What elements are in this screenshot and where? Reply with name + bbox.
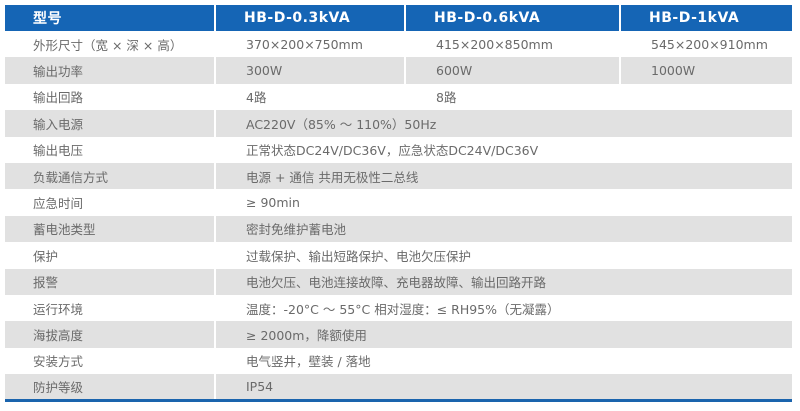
- row-value: ≥ 90min: [214, 189, 792, 216]
- row-value: 545×200×910mm: [619, 31, 792, 58]
- row-label: 安装方式: [33, 354, 84, 370]
- row-label: 防护等级: [5, 374, 215, 401]
- row-label: 外形尺寸（宽 × 深 × 高）: [33, 37, 183, 53]
- header-row: 型号 HB-D-0.3kVA HB-D-0.6kVA HB-D-1kVA: [5, 5, 792, 31]
- row-value: 300W: [214, 57, 405, 84]
- row-value: 370×200×750mm: [214, 31, 405, 58]
- row-label: 运行环境: [33, 301, 84, 317]
- row-label: 负载通信方式: [5, 162, 215, 190]
- table-row: 安装方式 电气竖井，壁装 / 落地: [5, 347, 792, 375]
- row-value: 正常状态DC24V/DC36V，应急状态DC24V/DC36V: [214, 136, 792, 163]
- row-value: 电源 + 通信 共用无极性二总线: [214, 162, 792, 190]
- table-row: 外形尺寸（宽 × 深 × 高） 370×200×750mm 415×200×850m…: [5, 31, 792, 58]
- row-label: 应急时间: [33, 196, 84, 212]
- table-row: 报警 电池欠压、电池连接故障、充电器故障、输出回路开路: [5, 268, 792, 295]
- row-value: 8路: [404, 83, 792, 111]
- table-row: 保护 过载保护、输出短路保护、电池欠压保护: [5, 242, 792, 269]
- table-row: 输出功率 300W 600W 1000W: [5, 57, 792, 84]
- row-value: 1000W: [619, 57, 792, 84]
- row-value: 600W: [404, 57, 620, 84]
- row-label: 输入电源: [5, 110, 215, 137]
- row-label: 报警: [5, 268, 215, 295]
- row-label: 保护: [33, 248, 59, 264]
- row-value: IP54: [214, 374, 792, 401]
- table-row: 运行环境 温度：-20°C ～ 55°C 相对湿度：≤ RH95%（无凝露）: [5, 294, 792, 322]
- row-label: 海拔高度: [5, 321, 215, 348]
- row-value: AC220V（85% ～ 110%）50Hz: [214, 110, 792, 137]
- row-value: 密封免维护蓄电池: [214, 215, 792, 243]
- row-label: 输出功率: [5, 57, 215, 84]
- table-row: 防护等级 IP54: [5, 374, 792, 401]
- row-value: 电气竖井，壁装 / 落地: [214, 347, 792, 375]
- table-row: 输入电源 AC220V（85% ～ 110%）50Hz: [5, 110, 792, 137]
- table-row: 蓄电池类型 密封免维护蓄电池: [5, 215, 792, 243]
- spec-table: 型号 HB-D-0.3kVA HB-D-0.6kVA HB-D-1kVA 外形尺寸（宽…: [5, 5, 792, 402]
- model-header: HB-D-1kVA: [619, 5, 792, 31]
- table-row: 应急时间 ≥ 90min: [5, 189, 792, 216]
- model-header: HB-D-0.3kVA: [214, 5, 405, 31]
- type-header: 型号: [5, 5, 215, 31]
- model-header: HB-D-0.6kVA: [404, 5, 620, 31]
- table-row: 输出回路 4路 8路: [5, 83, 792, 111]
- table-row: 输出电压 正常状态DC24V/DC36V，应急状态DC24V/DC36V: [5, 136, 792, 163]
- row-label: 输出回路: [33, 90, 84, 106]
- row-value: 415×200×850mm: [404, 31, 620, 58]
- row-value: 温度：-20°C ～ 55°C 相对湿度：≤ RH95%（无凝露）: [214, 294, 792, 322]
- row-value: 过载保护、输出短路保护、电池欠压保护: [214, 242, 792, 269]
- row-value: 4路: [214, 83, 405, 111]
- table-row: 海拔高度 ≥ 2000m，降额使用: [5, 321, 792, 348]
- table-row: 负载通信方式 电源 + 通信 共用无极性二总线: [5, 162, 792, 190]
- row-label: 蓄电池类型: [5, 215, 215, 243]
- row-value: ≥ 2000m，降额使用: [214, 321, 792, 348]
- row-value: 电池欠压、电池连接故障、充电器故障、输出回路开路: [214, 268, 792, 295]
- row-label: 输出电压: [33, 143, 84, 159]
